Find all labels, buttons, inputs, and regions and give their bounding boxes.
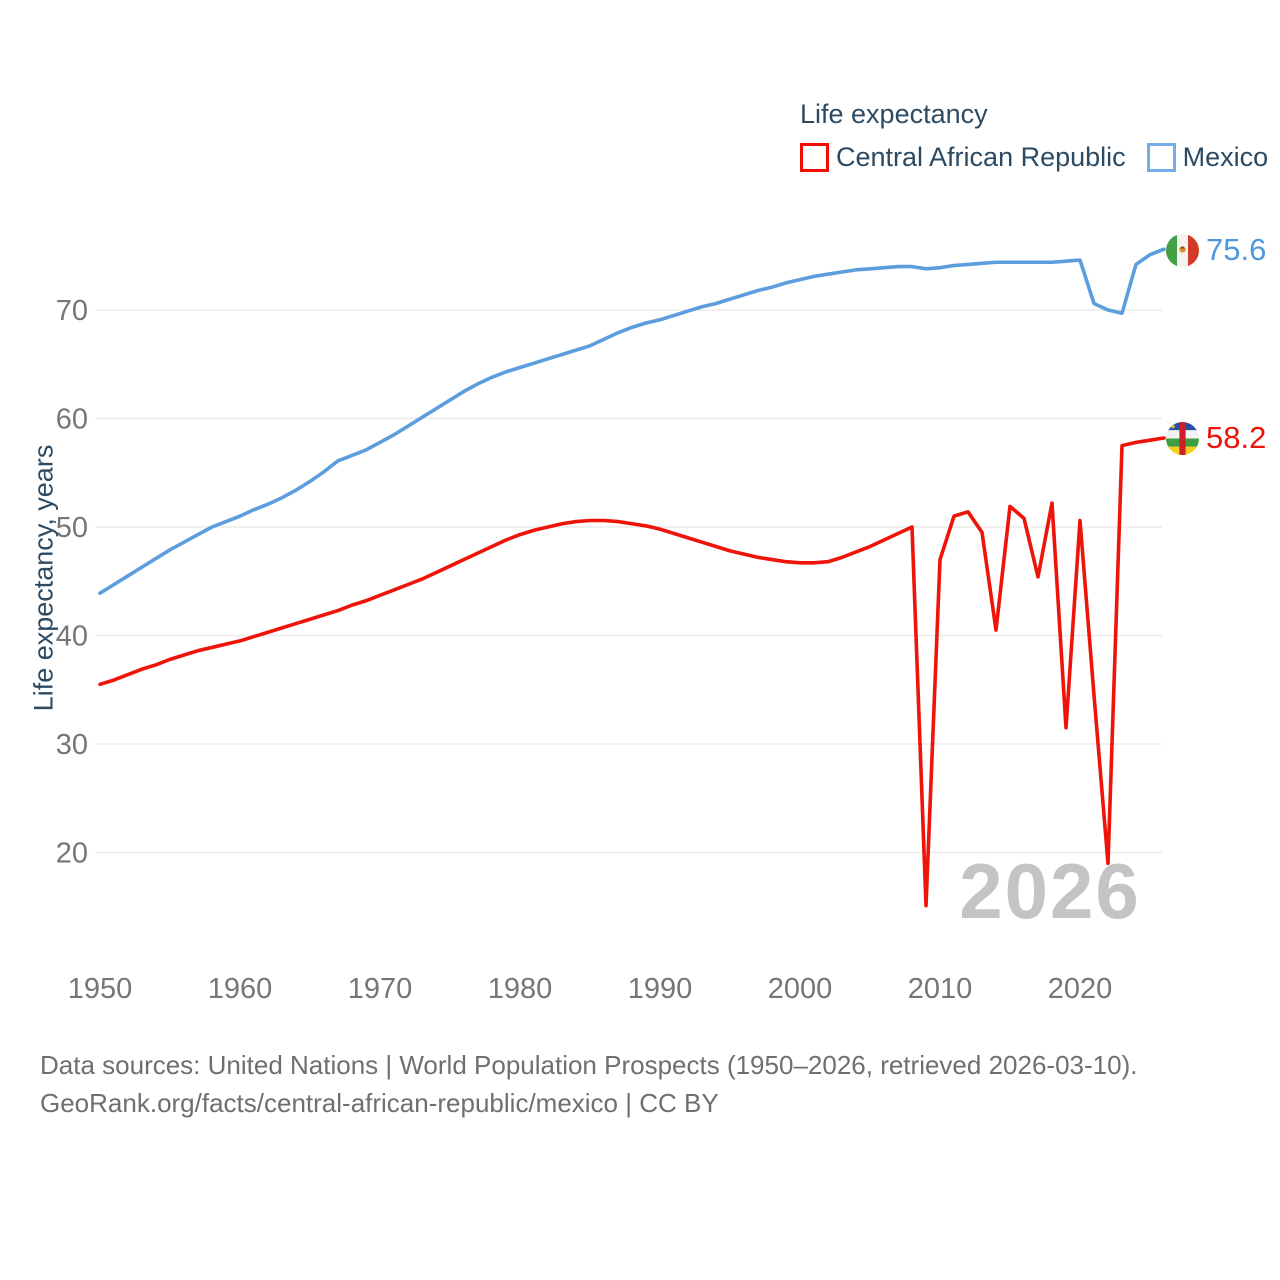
legend-label-mexico: Mexico <box>1182 142 1269 172</box>
legend-items: Central African Republic Mexico <box>800 142 1268 173</box>
central-african-republic-flag-icon <box>1166 421 1199 455</box>
y-axis-title: Life expectancy, years <box>28 444 59 712</box>
x-tick-label: 1960 <box>208 973 273 1005</box>
footer-attribution: GeoRank.org/facts/central-african-republ… <box>40 1088 719 1118</box>
x-tick-label: 1950 <box>68 973 133 1005</box>
footer-data-sources: Data sources: United Nations | World Pop… <box>40 1050 1138 1080</box>
y-tick-label: 60 <box>56 404 88 436</box>
mexico-end-value: 75.6 <box>1206 232 1267 267</box>
y-tick-label: 50 <box>56 512 88 544</box>
mexico-series-swatch <box>1146 143 1176 172</box>
line-chart: 20 30 40 50 60 70 1950 1960 1970 1980 1990 2000 2010… <box>56 247 1166 1005</box>
mexico-flag-icon <box>1166 233 1199 267</box>
y-tick-label: 30 <box>56 729 88 761</box>
watermark-year: 2026 <box>959 847 1141 935</box>
x-tick-label: 1990 <box>628 973 693 1005</box>
car-end-value: 58.2 <box>1206 420 1267 455</box>
end-label-mexico: 75.6 <box>1166 232 1266 268</box>
x-tick-label: 2020 <box>1048 973 1113 1005</box>
x-tick-label: 1970 <box>348 973 413 1005</box>
x-tick-label: 2010 <box>908 973 973 1005</box>
line-mexico <box>98 247 1166 595</box>
y-tick-label: 20 <box>56 838 88 870</box>
y-tick-label: 40 <box>56 621 88 653</box>
legend: Life expectancy Central African Republic… <box>800 99 1268 173</box>
y-tick-label: 70 <box>56 295 88 327</box>
x-tick-label: 1980 <box>488 973 553 1005</box>
legend-title: Life expectancy <box>800 99 988 129</box>
legend-label-central-african-republic: Central African Republic <box>836 142 1126 172</box>
x-tick-label: 2000 <box>768 973 833 1005</box>
end-label-central-african-republic: 58.2 <box>1166 420 1266 456</box>
line-central-african-republic <box>98 436 1166 908</box>
car-series-swatch <box>800 143 829 172</box>
footer: Data sources: United Nations | World Pop… <box>40 1046 1137 1122</box>
